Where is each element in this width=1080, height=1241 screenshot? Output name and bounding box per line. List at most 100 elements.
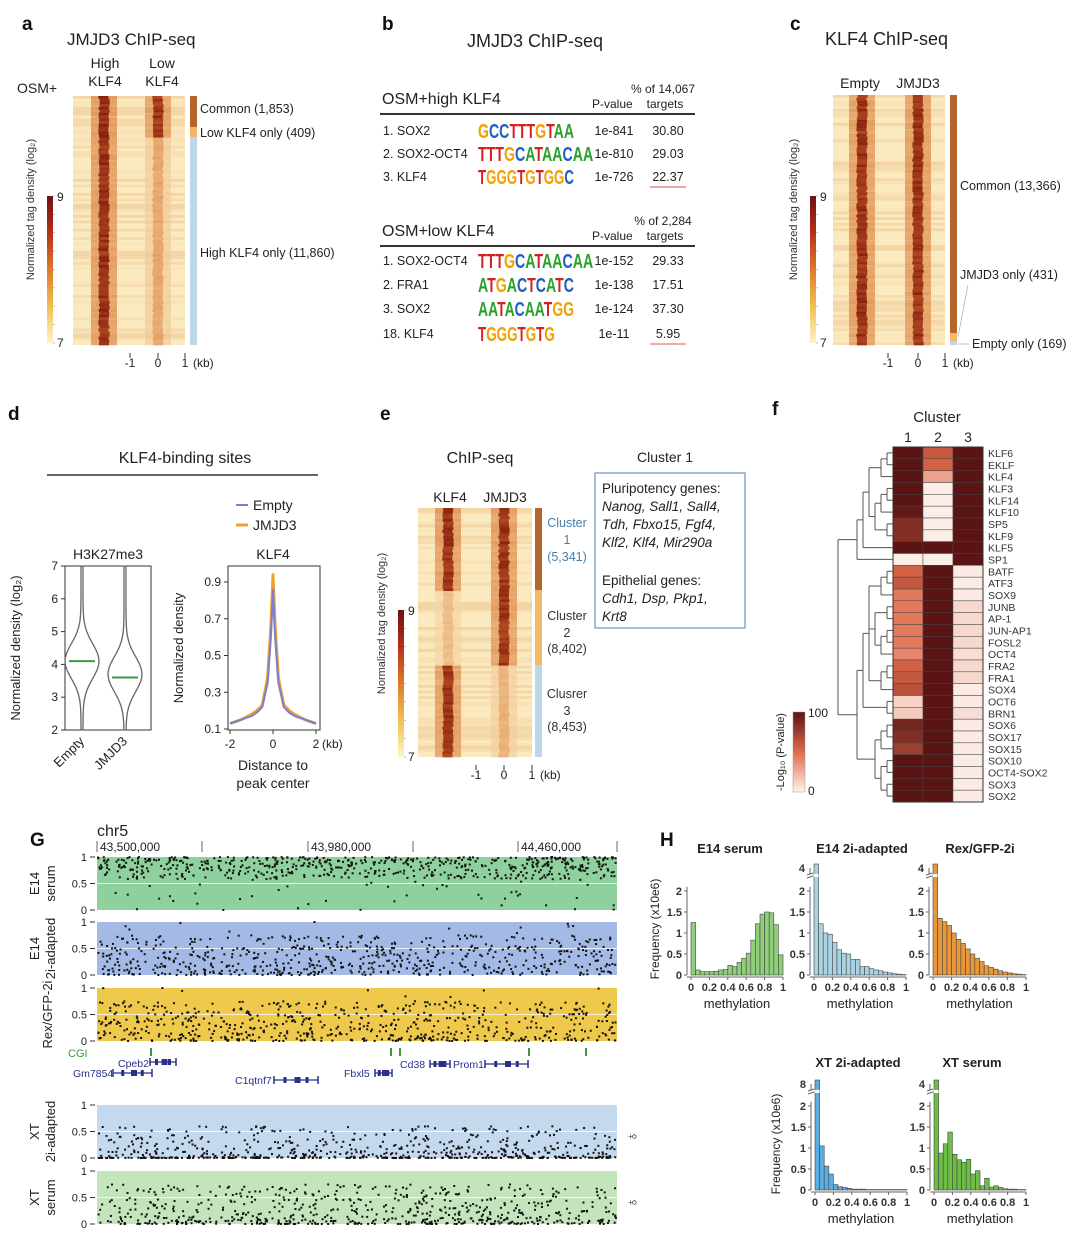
methylation-dot: [134, 1198, 137, 1201]
methylation-dot: [456, 1157, 459, 1159]
methylation-dot: [148, 1153, 151, 1156]
methylation-dot: [393, 1028, 396, 1031]
methylation-dot: [537, 1202, 540, 1205]
heatmap-cell: [912, 325, 923, 329]
motif-letter: C: [489, 121, 499, 143]
methylation-dot: [261, 960, 264, 963]
methylation-dot: [159, 935, 162, 938]
line-axes: [227, 565, 321, 731]
heatmap-cell: [98, 129, 109, 133]
methylation-dot: [523, 867, 526, 870]
heatmap-cell: [913, 283, 924, 287]
methylation-dot: [161, 1205, 164, 1208]
methylation-dot: [279, 973, 282, 976]
heatmap-streak: [73, 253, 185, 257]
methylation-dot: [119, 1135, 122, 1138]
methylation-dot: [458, 1000, 461, 1003]
track-label: 2i-adapted: [43, 1101, 58, 1162]
methylation-dot: [511, 865, 514, 868]
motif-letter: C: [517, 275, 527, 297]
methylation-dot: [239, 897, 242, 900]
heatmap-cell: [99, 120, 110, 124]
y-tick-label: 1: [81, 852, 87, 864]
methylation-dot: [511, 1151, 514, 1154]
methylation-dot: [312, 1204, 315, 1207]
methylation-dot: [132, 868, 135, 871]
methylation-dot: [605, 1020, 608, 1023]
methylation-dot: [510, 873, 513, 876]
methylation-dot: [325, 1220, 328, 1223]
methylation-dot: [283, 966, 286, 969]
methylation-dot: [388, 1185, 391, 1188]
heatmap-cell: [153, 118, 164, 122]
methylation-dot: [516, 947, 519, 950]
heatmap-cell: [443, 596, 454, 600]
methylation-dot: [363, 971, 366, 974]
methylation-dot: [603, 874, 606, 877]
methylation-dot: [168, 873, 171, 876]
heatmap-streak: [833, 325, 945, 329]
methylation-dot: [431, 1205, 434, 1208]
heatmap-cell: [499, 574, 510, 578]
methylation-dot: [204, 876, 207, 879]
methylation-dot: [492, 1128, 495, 1131]
heatmap-cell: [912, 336, 923, 340]
heatmap-cell: [498, 557, 509, 561]
heatmap-cell: [892, 517, 924, 531]
methylation-dot: [182, 1215, 185, 1218]
methylation-dot: [197, 1010, 200, 1013]
methylation-dot: [100, 1154, 103, 1157]
methylation-dot: [326, 858, 329, 861]
heatmap-cell: [99, 134, 110, 138]
methylation-dot: [220, 1016, 223, 1019]
methylation-dot: [493, 1032, 496, 1035]
methylation-dot: [137, 862, 140, 865]
heatmap-cell: [499, 588, 510, 592]
methylation-dot: [509, 856, 512, 859]
methylation-dot: [476, 1034, 479, 1037]
methylation-dot: [508, 863, 511, 866]
heatmap-cell: [856, 250, 867, 254]
methylation-dot: [323, 873, 326, 876]
heatmap-streak: [418, 649, 532, 652]
motif-letter: A: [573, 251, 583, 273]
methylation-dot: [380, 946, 383, 949]
heatmap-cell: [98, 297, 109, 302]
methylation-dot: [144, 1215, 147, 1218]
methylation-dot: [614, 963, 617, 966]
methylation-dot: [510, 968, 513, 971]
methylation-dot: [324, 1000, 327, 1003]
motif-letter: T: [497, 299, 505, 321]
heatmap-cell: [99, 239, 110, 243]
methylation-dot: [377, 936, 380, 939]
heatmap-cell: [856, 303, 867, 307]
methylation-dot: [487, 1183, 490, 1186]
methylation-dot: [596, 1025, 599, 1028]
methylation-dot: [335, 866, 338, 869]
methylation-dot: [432, 1035, 435, 1038]
heatmap-streak: [418, 676, 532, 680]
methylation-dot: [398, 1037, 401, 1040]
methylation-dot: [526, 858, 529, 861]
methylation-dot: [237, 962, 240, 965]
methylation-dot: [432, 874, 435, 877]
methylation-dot: [487, 1029, 490, 1032]
methylation-dot: [582, 1005, 585, 1008]
methylation-dot: [378, 861, 381, 864]
methylation-dot: [611, 1146, 614, 1149]
heatmap-cell: [99, 228, 110, 232]
methylation-dot: [189, 1033, 192, 1036]
methylation-dot: [280, 869, 283, 872]
methylation-dot: [414, 1038, 417, 1041]
methylation-dot: [203, 1152, 206, 1155]
methylation-dot: [130, 1031, 133, 1034]
motif-letter: A: [507, 275, 517, 297]
methylation-dot: [330, 961, 333, 964]
methylation-dot: [375, 935, 378, 938]
methylation-dot: [320, 939, 323, 942]
methylation-dot: [394, 856, 397, 859]
methylation-dot: [339, 948, 342, 951]
methylation-dot: [110, 1138, 113, 1141]
heatmap-cell: [443, 693, 454, 697]
methylation-dot: [493, 1222, 496, 1225]
